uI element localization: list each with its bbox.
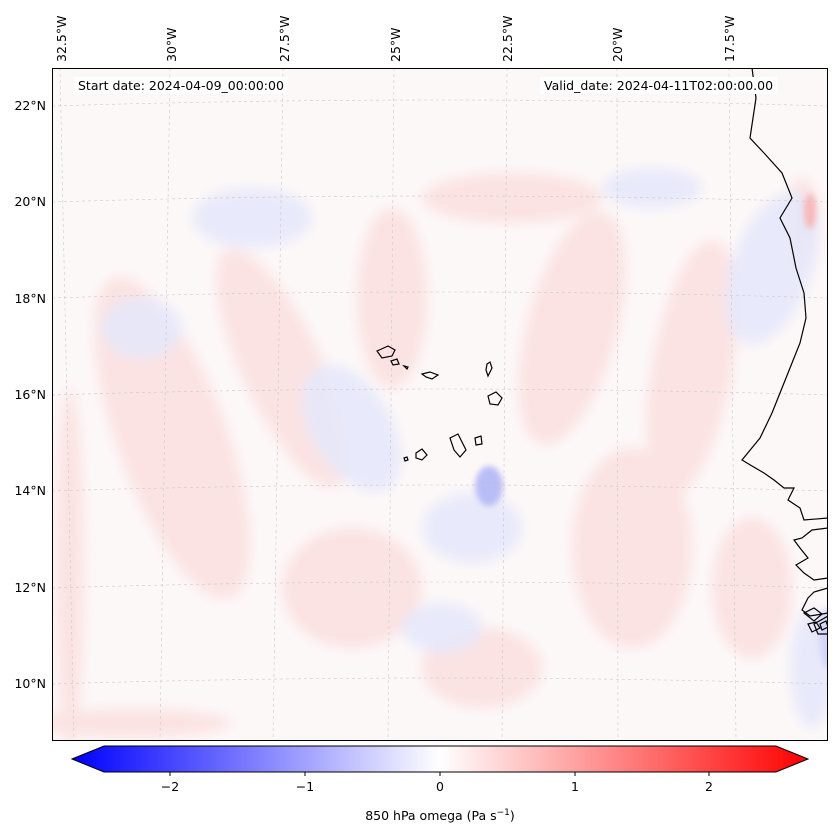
colorbar-label-exponent: −1 [496,808,510,818]
lon-label-30w: 30°W [164,27,179,62]
island-santo-antao [376,345,396,359]
lon-label-20w: 20°W [610,27,625,62]
island-sao-vicente [390,358,400,366]
colorbar-label-close: ) [509,808,515,824]
start-date-label: Start date: 2024-04-09_00:00:00 [74,77,288,94]
island-sao-nicolau [420,371,440,380]
lon-label-27-5w: 27.5°W [277,15,292,62]
island-boa-vista [487,391,503,406]
colorbar-tick-0: 0 [436,779,444,794]
lon-label-22-5w: 22.5°W [500,15,515,62]
lon-label-17-5w: 17.5°W [722,15,737,62]
island-maio [474,435,483,446]
colorbar-label-text: 850 hPa omega (Pa s [365,808,497,824]
island-sal [485,361,493,378]
lat-label-20n: 20°N [14,194,46,209]
omega-max-blob [804,193,816,229]
lat-label-12n: 12°N [14,580,46,595]
colorbar-tick-neg2: −2 [160,779,180,794]
lat-label-18n: 18°N [14,291,46,306]
bijagos-islands [802,607,828,633]
colorbar-tick-neg1: −1 [295,779,315,794]
island-fogo [415,448,428,461]
island-brava [403,456,409,462]
colorbar [70,745,810,776]
map-frame [52,68,828,741]
colorbar-label: 850 hPa omega (Pa s−1) [365,808,515,823]
graticule [52,68,828,741]
west-africa-coastline [741,68,828,635]
valid-date-label: Valid_date: 2024-04-11T02:00:00.00 [540,77,778,94]
lat-label-14n: 14°N [14,483,46,498]
lon-label-32-5w: 32.5°W [54,15,69,62]
colorbar-bar [70,745,810,773]
lat-label-22n: 22°N [14,98,46,113]
colorbar-tick-1: 1 [571,779,579,794]
coastlines [376,68,828,635]
island-santa-luzia [402,364,409,371]
lon-label-25w: 25°W [388,27,403,62]
colorbar-tick-marks [169,772,710,776]
island-santiago [449,433,467,458]
lat-label-16n: 16°N [14,387,46,402]
map-panel [52,68,828,741]
colorbar-tick-2: 2 [705,779,713,794]
lat-label-10n: 10°N [14,676,46,691]
omega-min-blob [475,466,503,506]
